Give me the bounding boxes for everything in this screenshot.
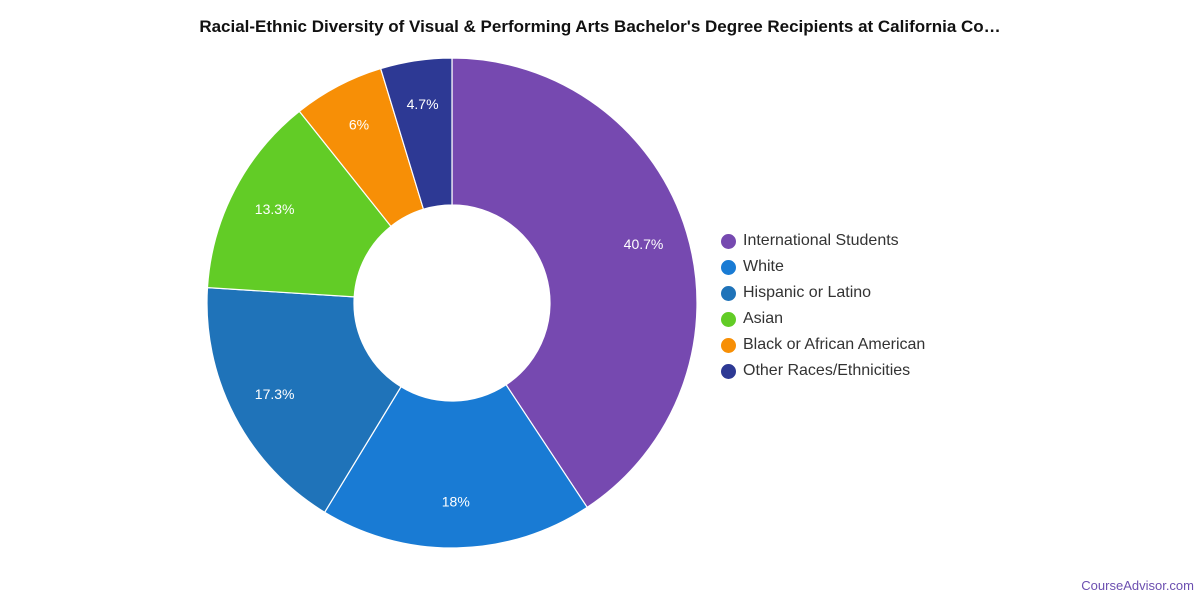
legend-swatch [721,233,736,249]
slice-other-races-ethnicities[interactable] [379,57,453,210]
legend-swatch [721,363,736,379]
legend-item-other-races-ethnicities[interactable]: Other Races/Ethnicities [721,358,925,384]
source-credit[interactable]: CourseAdvisor.com [1081,578,1194,593]
legend-item-international-students[interactable]: International Students [721,228,925,254]
slice-asian[interactable] [206,110,392,298]
legend-label: International Students [743,232,899,249]
legend-item-white[interactable]: White [721,254,925,280]
chart-title: Racial-Ethnic Diversity of Visual & Perf… [199,17,1001,36]
legend-item-asian[interactable]: Asian [721,306,925,332]
slice-hispanic-or-latino[interactable] [206,286,402,514]
legend-label: Asian [743,310,784,327]
legend-item-black-or-african-american[interactable]: Black or African American [721,332,925,358]
slice-label-hispanic-or-latino: 17.3% [255,386,295,402]
legend-swatch [721,259,736,275]
legend-swatch [721,285,736,301]
legend-label: Hispanic or Latino [743,284,872,301]
donut-slices [206,57,698,549]
legend-label: White [743,258,784,275]
slice-label-white: 18% [442,494,470,510]
legend-item-hispanic-or-latino[interactable]: Hispanic or Latino [721,280,925,306]
legend-label: Other Races/Ethnicities [743,362,911,379]
slice-label-other-races-ethnicities: 4.7% [407,96,439,112]
legend-label: Black or African American [743,336,926,353]
slice-labels: 40.7% 18% 17.3% 13.3% 6% 4.7% [255,96,664,510]
chart-legend: International Students White Hispanic or L… [721,228,925,384]
slice-label-asian: 13.3% [255,201,295,217]
slice-white[interactable] [323,383,588,549]
legend-swatch [721,311,736,327]
legend-swatch [721,337,736,353]
slice-label-international-students: 40.7% [624,236,664,252]
slice-label-black-or-african-american: 6% [349,117,369,133]
